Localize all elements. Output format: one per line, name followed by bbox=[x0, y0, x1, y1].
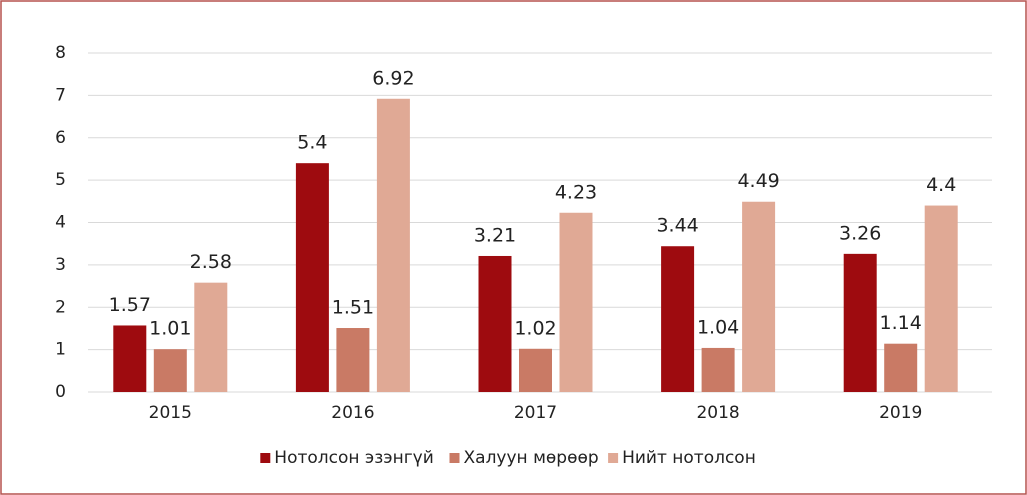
y-tick-label: 2 bbox=[55, 297, 66, 317]
bar bbox=[336, 328, 370, 392]
bar bbox=[742, 201, 776, 392]
y-tick-label: 5 bbox=[55, 170, 66, 190]
bar bbox=[884, 343, 918, 392]
bar bbox=[113, 325, 147, 392]
x-tick-label: 2018 bbox=[696, 403, 739, 423]
bar bbox=[194, 282, 228, 392]
legend-label: Нотолсон эзэнгүй bbox=[274, 448, 433, 468]
bar bbox=[559, 212, 593, 392]
y-tick-label: 8 bbox=[55, 43, 66, 63]
y-tick-label: 4 bbox=[55, 213, 66, 233]
value-label: 1.01 bbox=[149, 318, 191, 340]
value-label: 1.57 bbox=[109, 294, 151, 316]
x-tick-label: 2015 bbox=[149, 403, 192, 423]
legend-swatch bbox=[260, 453, 271, 463]
bar bbox=[924, 205, 958, 392]
x-tick-label: 2019 bbox=[879, 403, 922, 423]
bar bbox=[661, 246, 695, 392]
y-tick-label: 0 bbox=[55, 382, 66, 402]
value-label: 4.23 bbox=[555, 181, 597, 203]
value-label: 1.02 bbox=[514, 317, 556, 339]
bar bbox=[519, 348, 552, 392]
y-tick-label: 7 bbox=[55, 85, 66, 105]
value-label: 3.26 bbox=[839, 222, 881, 244]
value-label: 6.92 bbox=[372, 67, 414, 89]
bar bbox=[153, 349, 187, 392]
legend-label: Халуун мөрөөр bbox=[464, 448, 599, 468]
value-label: 1.04 bbox=[697, 316, 739, 338]
legend-swatch bbox=[608, 453, 619, 463]
value-label: 4.4 bbox=[926, 174, 956, 196]
bar bbox=[478, 255, 512, 392]
value-label: 4.49 bbox=[737, 170, 779, 192]
y-tick-label: 6 bbox=[55, 128, 66, 148]
legend-swatch bbox=[449, 453, 460, 463]
bar bbox=[295, 163, 329, 392]
x-tick-label: 2017 bbox=[514, 403, 557, 423]
bar bbox=[701, 347, 735, 392]
value-label: 3.21 bbox=[474, 224, 516, 246]
value-label: 5.4 bbox=[297, 132, 327, 154]
y-tick-label: 3 bbox=[55, 255, 66, 275]
value-label: 2.58 bbox=[190, 251, 232, 273]
bar bbox=[843, 253, 877, 392]
value-label: 3.44 bbox=[656, 215, 698, 237]
value-label: 1.14 bbox=[880, 312, 922, 334]
x-tick-label: 2016 bbox=[331, 403, 374, 423]
bar bbox=[376, 98, 410, 392]
value-label: 1.51 bbox=[332, 297, 374, 319]
y-tick-label: 1 bbox=[55, 340, 66, 360]
legend-label: Нийт нотолсон bbox=[622, 448, 756, 468]
